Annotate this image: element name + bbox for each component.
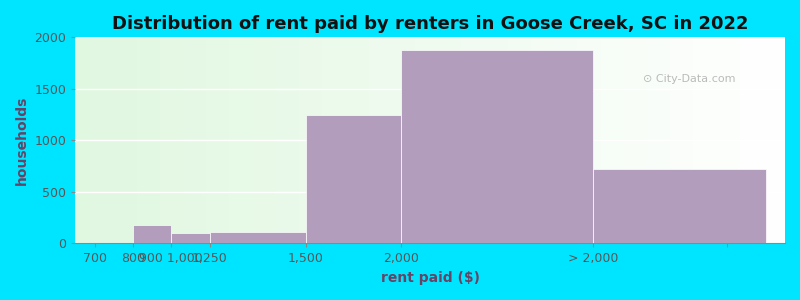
- X-axis label: rent paid ($): rent paid ($): [381, 271, 480, 285]
- Bar: [171, 233, 210, 243]
- Text: ⊙ City-Data.com: ⊙ City-Data.com: [643, 74, 735, 83]
- Bar: [306, 115, 402, 243]
- Bar: [594, 169, 766, 243]
- Bar: [133, 225, 171, 243]
- Bar: [210, 232, 306, 243]
- Y-axis label: households: households: [15, 96, 29, 185]
- Bar: [402, 50, 594, 243]
- Title: Distribution of rent paid by renters in Goose Creek, SC in 2022: Distribution of rent paid by renters in …: [112, 15, 749, 33]
